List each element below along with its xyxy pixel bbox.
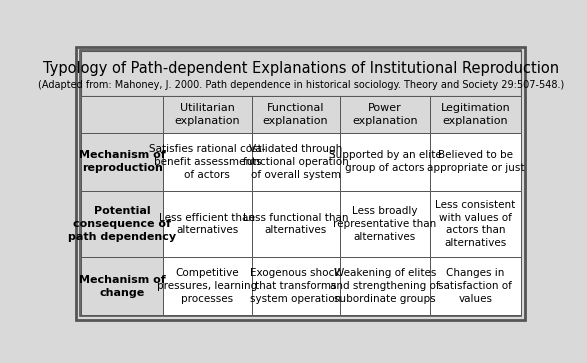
Bar bbox=[251, 257, 340, 315]
Text: Potential
consequence of
path dependency: Potential consequence of path dependency bbox=[68, 206, 176, 242]
Bar bbox=[430, 191, 521, 257]
Bar bbox=[81, 51, 521, 96]
Bar bbox=[340, 257, 430, 315]
Bar bbox=[340, 96, 430, 132]
Bar bbox=[251, 96, 340, 132]
Bar bbox=[81, 191, 163, 257]
Text: Less functional than
alternatives: Less functional than alternatives bbox=[243, 213, 348, 236]
Bar bbox=[163, 257, 251, 315]
Bar bbox=[430, 257, 521, 315]
Bar bbox=[163, 132, 251, 191]
Bar bbox=[163, 96, 251, 132]
Text: Less efficient than
alternatives: Less efficient than alternatives bbox=[160, 213, 255, 236]
Bar bbox=[81, 257, 163, 315]
Bar bbox=[163, 191, 251, 257]
Text: (Adapted from: Mahoney, J. 2000. Path dependence in historical sociology. Theory: (Adapted from: Mahoney, J. 2000. Path de… bbox=[38, 80, 564, 90]
Text: Supported by an elite
group of actors: Supported by an elite group of actors bbox=[329, 151, 441, 173]
Bar bbox=[81, 96, 163, 132]
Bar bbox=[430, 96, 521, 132]
Text: Legitimation
explanation: Legitimation explanation bbox=[440, 103, 510, 126]
Text: Typology of Path-dependent Explanations of Institutional Reproduction: Typology of Path-dependent Explanations … bbox=[43, 61, 559, 76]
Text: Weakening of elites
and strengthening of
subordinate groups: Weakening of elites and strengthening of… bbox=[330, 268, 440, 304]
Bar bbox=[251, 132, 340, 191]
Bar bbox=[340, 191, 430, 257]
Bar bbox=[81, 132, 163, 191]
Text: Utilitarian
explanation: Utilitarian explanation bbox=[174, 103, 240, 126]
Text: Less broadly
representative than
alternatives: Less broadly representative than alterna… bbox=[333, 206, 437, 242]
Text: Power
explanation: Power explanation bbox=[352, 103, 418, 126]
Text: Believed to be
appropriate or just: Believed to be appropriate or just bbox=[427, 151, 524, 173]
Text: Mechanism of
reproduction: Mechanism of reproduction bbox=[79, 151, 166, 173]
Text: Validated through
functional operation
of overall system: Validated through functional operation o… bbox=[243, 144, 349, 180]
Text: Mechanism of
change: Mechanism of change bbox=[79, 275, 166, 298]
Text: Exogenous shock
that transforms
system operation: Exogenous shock that transforms system o… bbox=[250, 268, 341, 304]
Text: Functional
explanation: Functional explanation bbox=[263, 103, 328, 126]
Bar bbox=[430, 132, 521, 191]
Bar bbox=[340, 132, 430, 191]
Bar bbox=[251, 191, 340, 257]
Text: Less consistent
with values of
actors than
alternatives: Less consistent with values of actors th… bbox=[435, 200, 515, 248]
Text: Changes in
satisfaction of
values: Changes in satisfaction of values bbox=[438, 268, 512, 304]
Text: Satisfies rational cost-
benefit assessments
of actors: Satisfies rational cost- benefit assessm… bbox=[149, 144, 266, 180]
Text: Competitive
pressures, learning
processes: Competitive pressures, learning processe… bbox=[157, 268, 258, 304]
